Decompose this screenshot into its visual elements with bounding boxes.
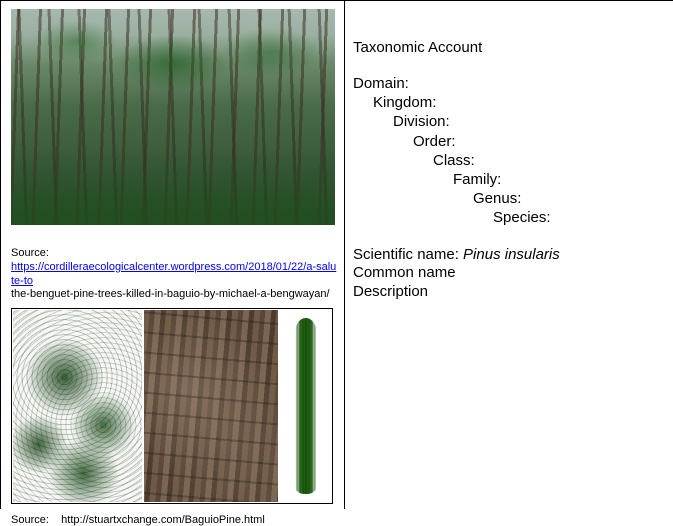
- taxonomy-division: Division:: [393, 112, 663, 131]
- triptych-panel-bark: [144, 310, 278, 502]
- source-1-tail: the-benguet-pine-trees-killed-in-baguio-…: [11, 288, 330, 300]
- forest-photo: [11, 9, 335, 225]
- source-2-url: http://stuartxchange.com/BaguioPine.html: [61, 514, 265, 526]
- source-label: Source:: [11, 514, 49, 526]
- page-root: Source: https://cordilleraecologicalcent…: [0, 0, 673, 509]
- pine-triptych: [11, 308, 333, 504]
- source-1: Source: https://cordilleraecologicalcent…: [11, 247, 338, 302]
- section-title: Taxonomic Account: [353, 39, 663, 56]
- taxonomy-order: Order:: [413, 132, 663, 151]
- right-column: Taxonomic Account Domain: Kingdom: Divis…: [345, 1, 673, 509]
- source-label: Source:: [11, 247, 49, 259]
- source-1-link[interactable]: https://cordilleraecologicalcenter.wordp…: [11, 261, 336, 287]
- taxonomy-family: Family:: [453, 170, 663, 189]
- scientific-name-value: Pinus insularis: [463, 246, 560, 263]
- scientific-name-label: Scientific name:: [353, 246, 463, 263]
- taxonomy-genus: Genus:: [473, 189, 663, 208]
- description-label: Description: [353, 282, 663, 301]
- taxonomy-species: Species:: [493, 208, 663, 227]
- taxonomy-list: Domain: Kingdom: Division: Order: Class:…: [353, 74, 663, 228]
- taxonomy-class: Class:: [433, 151, 663, 170]
- common-name-label: Common name: [353, 263, 663, 282]
- taxonomy-domain: Domain:: [353, 74, 663, 93]
- left-column: Source: https://cordilleraecologicalcent…: [1, 1, 345, 509]
- taxonomy-kingdom: Kingdom:: [373, 93, 663, 112]
- triptych-panel-branches: [13, 310, 142, 502]
- triptych-panel-needles: [280, 310, 331, 502]
- source-2: Source: http://stuartxchange.com/BaguioP…: [11, 514, 338, 526]
- scientific-name-row: Scientific name: Pinus insularis: [353, 246, 663, 263]
